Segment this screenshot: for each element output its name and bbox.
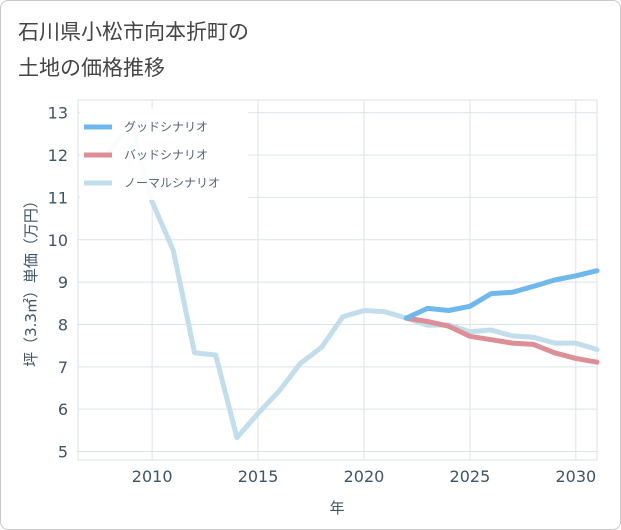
tick-labels: 5 6 7 8 9 10 11 12 13 2010 2015 2020 2025 2030	[48, 104, 597, 486]
y-tick-label: 6	[58, 400, 68, 419]
series-line-1	[403, 315, 600, 365]
y-axis-title: 坪（3.3㎡）単価（万円）	[22, 193, 40, 367]
x-tick-label: 2015	[238, 467, 279, 486]
y-tick-label: 7	[58, 358, 68, 377]
series-line-0	[403, 268, 600, 321]
x-tick-label: 2030	[555, 467, 596, 486]
legend-label: バッドシナリオ	[124, 148, 208, 162]
y-tick-label: 10	[48, 231, 68, 250]
chart-title-line-1: 石川県小松市向本折町の	[18, 20, 249, 44]
x-axis-title: 年	[329, 499, 344, 517]
chart-title: 石川県小松市向本折町の 土地の価格推移	[18, 14, 249, 86]
y-tick-label: 13	[48, 104, 68, 123]
legend-label: ノーマルシナリオ	[124, 176, 220, 190]
y-tick-label: 12	[48, 146, 68, 165]
chart-title-line-2: 土地の価格推移	[18, 56, 165, 80]
x-tick-label: 2025	[450, 467, 491, 486]
y-tick-label: 9	[58, 273, 68, 292]
series-line-2	[107, 120, 600, 441]
series-layer	[107, 120, 600, 441]
x-tick-label: 2010	[132, 467, 173, 486]
y-tick-label: 5	[58, 443, 68, 462]
y-tick-label: 8	[58, 315, 68, 334]
y-tick-label: 11	[48, 188, 68, 207]
legend-label: グッドシナリオ	[124, 120, 208, 134]
x-tick-label: 2020	[344, 467, 385, 486]
